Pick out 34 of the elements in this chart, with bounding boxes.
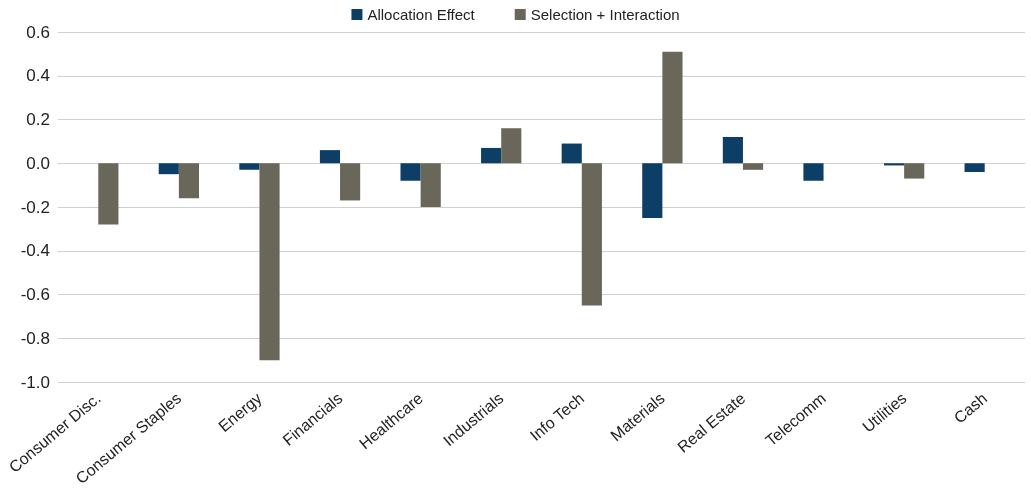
- bar: [98, 163, 119, 225]
- bar: [501, 128, 522, 164]
- y-tick-label: 0.0: [26, 153, 50, 173]
- y-tick-label: -0.4: [20, 241, 50, 261]
- y-tick-label: 0.2: [26, 110, 50, 129]
- bar: [158, 163, 179, 175]
- bar: [904, 163, 925, 179]
- bar: [481, 147, 502, 164]
- x-tick-label: Info Tech: [526, 389, 588, 445]
- bar: [581, 163, 602, 306]
- legend-label: Allocation Effect: [367, 6, 476, 23]
- bar: [662, 51, 683, 164]
- bar: [340, 163, 361, 201]
- bar: [642, 163, 663, 218]
- bar: [400, 163, 421, 181]
- bar: [239, 163, 260, 170]
- bar: [722, 137, 743, 164]
- bar: [420, 163, 441, 207]
- y-tick-label: -0.6: [20, 285, 50, 304]
- bar: [803, 163, 824, 181]
- bar: [742, 163, 764, 170]
- bar: [883, 163, 905, 166]
- legend-label: Selection + Interaction: [530, 6, 680, 23]
- bar: [259, 163, 280, 361]
- y-tick-label: 0.6: [26, 22, 50, 42]
- y-tick-label: -0.2: [20, 197, 50, 217]
- bar: [319, 150, 341, 164]
- y-tick-label: -0.8: [20, 328, 50, 348]
- bar: [561, 143, 582, 164]
- bar: [964, 163, 985, 172]
- y-tick-label: 0.4: [26, 66, 50, 86]
- x-tick-label: Cash: [950, 389, 991, 427]
- y-tick-label: -1.0: [20, 372, 50, 392]
- bar: [178, 163, 200, 199]
